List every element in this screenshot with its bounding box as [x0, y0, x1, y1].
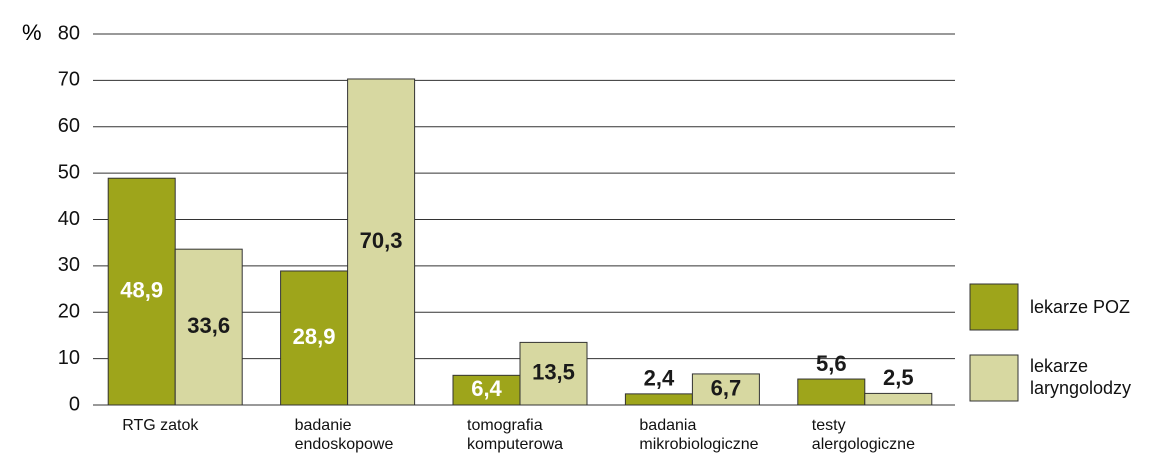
x-tick-label: tomografia komputerowa [467, 417, 564, 453]
y-tick-label: 50 [58, 161, 80, 183]
data-label: 2,4 [644, 366, 675, 391]
x-tick-label: badania mikrobiologiczne [639, 417, 759, 453]
y-tick-label: 60 [58, 115, 80, 137]
legend-swatch [969, 354, 1019, 402]
bar [174, 248, 243, 406]
data-label: 6,7 [711, 375, 742, 400]
bar [797, 378, 866, 406]
x-tick-label: testy alergologiczne [811, 417, 915, 453]
data-label: 33,6 [187, 313, 230, 338]
data-label: 28,9 [293, 324, 336, 349]
legend-label: lekarze POZ [1030, 297, 1131, 317]
y-tick-label: 40 [58, 208, 80, 230]
bar [624, 393, 693, 406]
legend-swatch [969, 283, 1019, 331]
x-tick-label: RTG zatok [122, 417, 199, 434]
y-tick-label: 10 [58, 347, 80, 369]
bar [519, 341, 588, 406]
bar [280, 270, 349, 406]
y-tick-label: 80 [58, 22, 80, 44]
bar [452, 374, 521, 406]
data-label: 2,5 [883, 365, 914, 390]
y-axis-label: % [22, 20, 42, 45]
bar [347, 78, 416, 406]
bar [691, 373, 760, 406]
data-label: 6,4 [471, 376, 502, 401]
x-tick-label: badanie endoskopowe [294, 417, 394, 453]
legend-label: lekarze laryngolodzy [1030, 356, 1132, 398]
y-tick-label: 0 [69, 393, 80, 415]
bar [864, 392, 933, 406]
y-tick-label: 30 [58, 254, 80, 276]
y-tick-label: 70 [58, 69, 80, 91]
data-label: 13,5 [532, 360, 575, 385]
data-label: 70,3 [360, 228, 403, 253]
y-tick-label: 20 [58, 301, 80, 323]
data-label: 48,9 [120, 277, 163, 302]
data-label: 5,6 [816, 351, 847, 376]
